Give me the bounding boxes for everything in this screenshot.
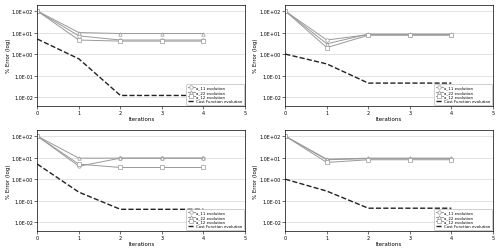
Y-axis label: % Error (log): % Error (log) xyxy=(254,163,258,198)
Y-axis label: % Error (log): % Error (log) xyxy=(254,39,258,73)
X-axis label: Iterations: Iterations xyxy=(376,117,402,122)
X-axis label: Iterations: Iterations xyxy=(376,241,402,246)
Legend: a_11 evolution, a_22 evolution, a_12 evolution, Cost Function evolution: a_11 evolution, a_22 evolution, a_12 evo… xyxy=(434,209,492,230)
X-axis label: Iterations: Iterations xyxy=(128,117,154,122)
Legend: a_11 evolution, a_22 evolution, a_12 evolution, Cost Function evolution: a_11 evolution, a_22 evolution, a_12 evo… xyxy=(186,84,244,105)
X-axis label: Iterations: Iterations xyxy=(128,241,154,246)
Legend: a_11 evolution, a_22 evolution, a_12 evolution, Cost Function evolution: a_11 evolution, a_22 evolution, a_12 evo… xyxy=(434,84,492,105)
Y-axis label: % Error (log): % Error (log) xyxy=(6,163,10,198)
Y-axis label: % Error (log): % Error (log) xyxy=(6,39,10,73)
Legend: a_11 evolution, a_22 evolution, a_12 evolution, Cost Function evolution: a_11 evolution, a_22 evolution, a_12 evo… xyxy=(186,209,244,230)
